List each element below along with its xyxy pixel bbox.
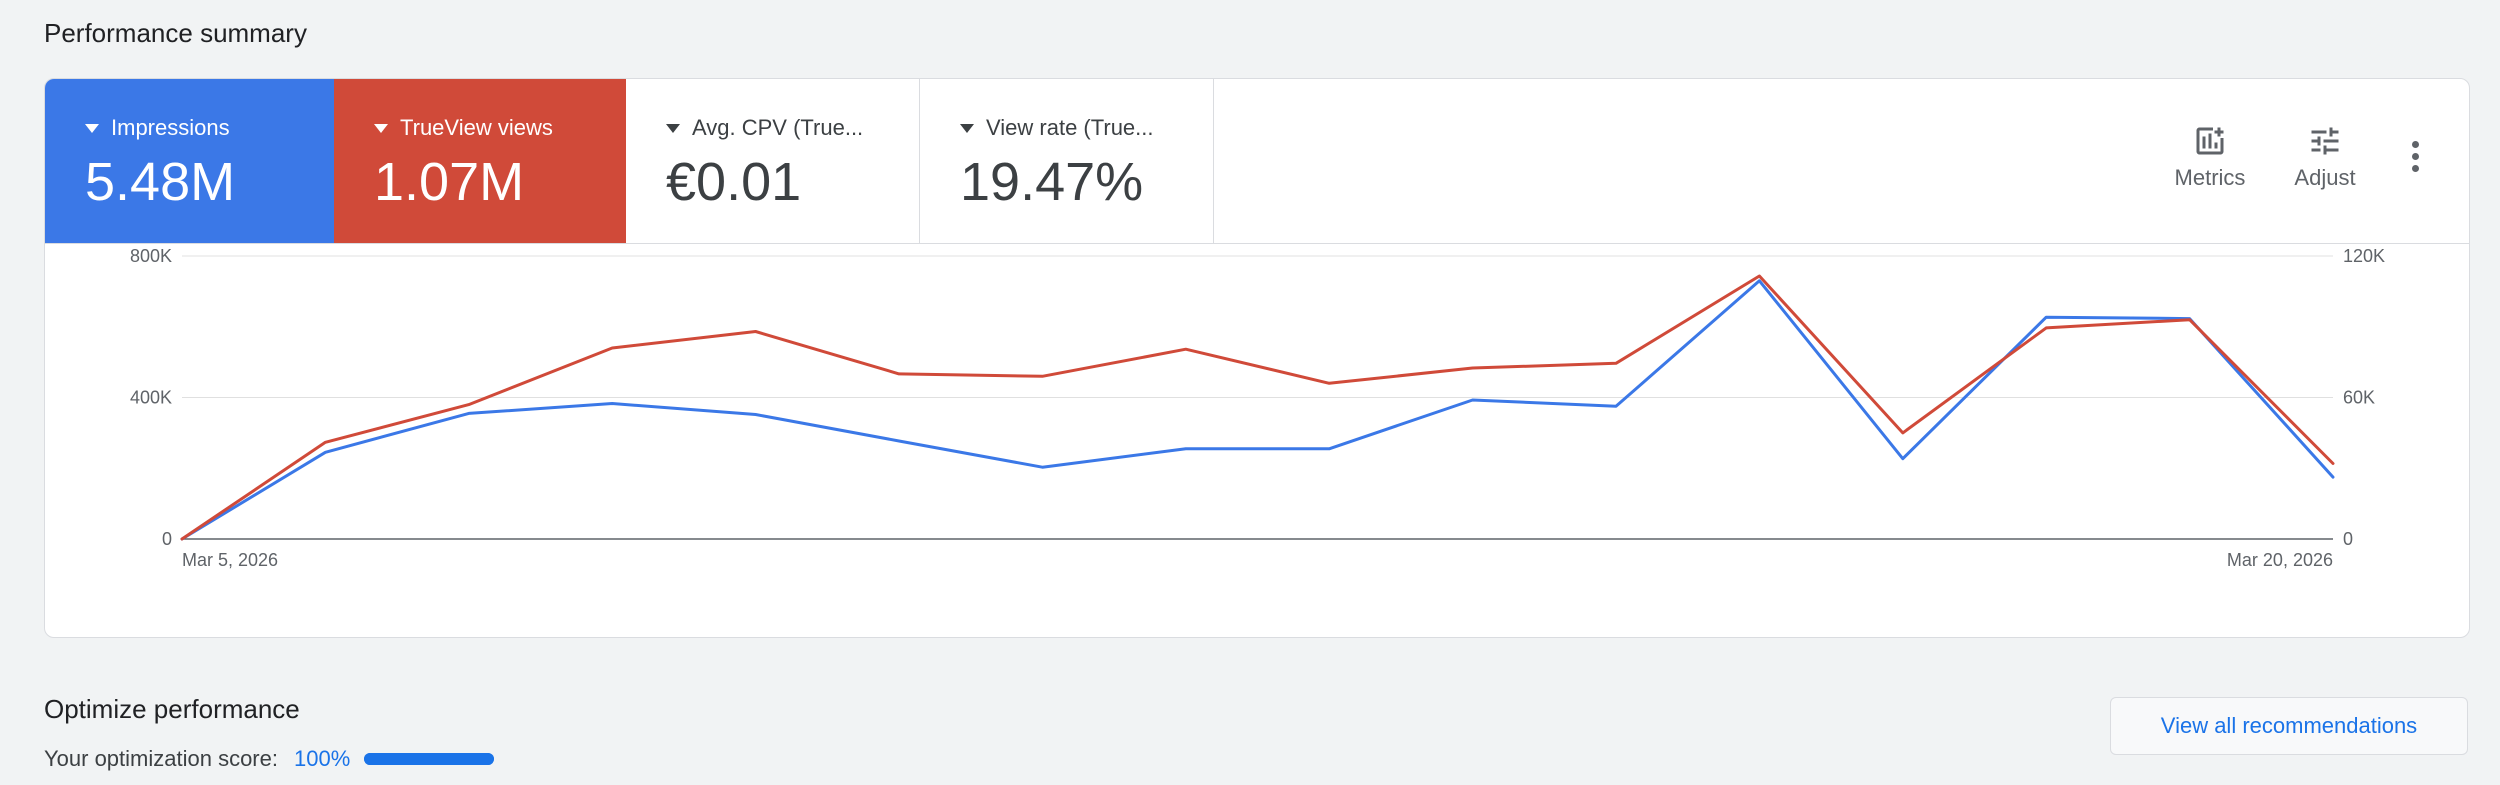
metrics-button-label: Metrics (2174, 165, 2246, 190)
optimize-performance-title: Optimize performance (44, 694, 300, 724)
right-axis-tick-label: 0 (2343, 529, 2353, 549)
optimization-score-label: Your optimization score: (44, 746, 278, 771)
adjust-button-label: Adjust (2294, 165, 2356, 190)
optimization-score: Your optimization score: 100% (44, 746, 495, 772)
metric-tile-avg-cpv[interactable]: Avg. CPV (True... €0.01 (626, 79, 920, 243)
x-axis-tick-label: Mar 5, 2026 (182, 550, 278, 570)
metric-value: €0.01 (666, 152, 802, 212)
left-axis-tick-label: 400K (130, 388, 172, 408)
metric-value: 5.48M (85, 152, 236, 212)
metric-label: Impressions (111, 115, 230, 140)
tune-icon (2311, 127, 2339, 155)
metric-tile-trueview-views[interactable]: TrueView views 1.07M (334, 79, 626, 243)
left-axis-tick-label: 0 (162, 529, 172, 549)
series-line-trueview-views (180, 274, 2335, 541)
more-vert-icon[interactable] (2403, 141, 2427, 181)
right-axis-tick-label: 60K (2343, 388, 2375, 408)
right-axis-tick-label: 120K (2343, 246, 2385, 266)
metric-label: Avg. CPV (True... (692, 115, 864, 140)
metric-tile-impressions[interactable]: Impressions 5.48M (45, 79, 334, 243)
dropdown-caret-icon[interactable] (85, 123, 99, 133)
adjust-button[interactable]: Adjust (2275, 123, 2375, 191)
performance-card: Impressions 5.48M TrueView views 1.07M A… (44, 78, 2470, 638)
metrics-button[interactable]: Metrics (2155, 123, 2265, 191)
view-all-recommendations-button[interactable]: View all recommendations (2110, 697, 2468, 755)
metric-label: View rate (True... (986, 115, 1154, 140)
dropdown-caret-icon[interactable] (374, 123, 388, 133)
performance-line-chart: 0 0 400K 60K 800K 120K Mar 5, 2026 Mar 20, 2026 (130, 246, 2385, 570)
performance-summary-title: Performance summary (44, 18, 307, 48)
optimization-score-value[interactable]: 100% (293, 746, 351, 771)
dropdown-caret-icon[interactable] (960, 123, 974, 133)
x-axis-tick-label: Mar 20, 2026 (2227, 550, 2333, 570)
divider (45, 243, 2469, 244)
optimization-score-fill (364, 753, 495, 765)
metric-value: 1.07M (374, 152, 525, 212)
optimization-score-bar (364, 753, 495, 765)
series-line-impressions (180, 279, 2335, 541)
add-chart-icon (2196, 127, 2224, 155)
metric-value: 19.47% (960, 152, 1144, 212)
dropdown-caret-icon[interactable] (666, 123, 680, 133)
metric-label: TrueView views (400, 115, 553, 140)
metric-tile-view-rate[interactable]: View rate (True... 19.47% (920, 79, 1214, 243)
left-axis-tick-label: 800K (130, 246, 172, 266)
